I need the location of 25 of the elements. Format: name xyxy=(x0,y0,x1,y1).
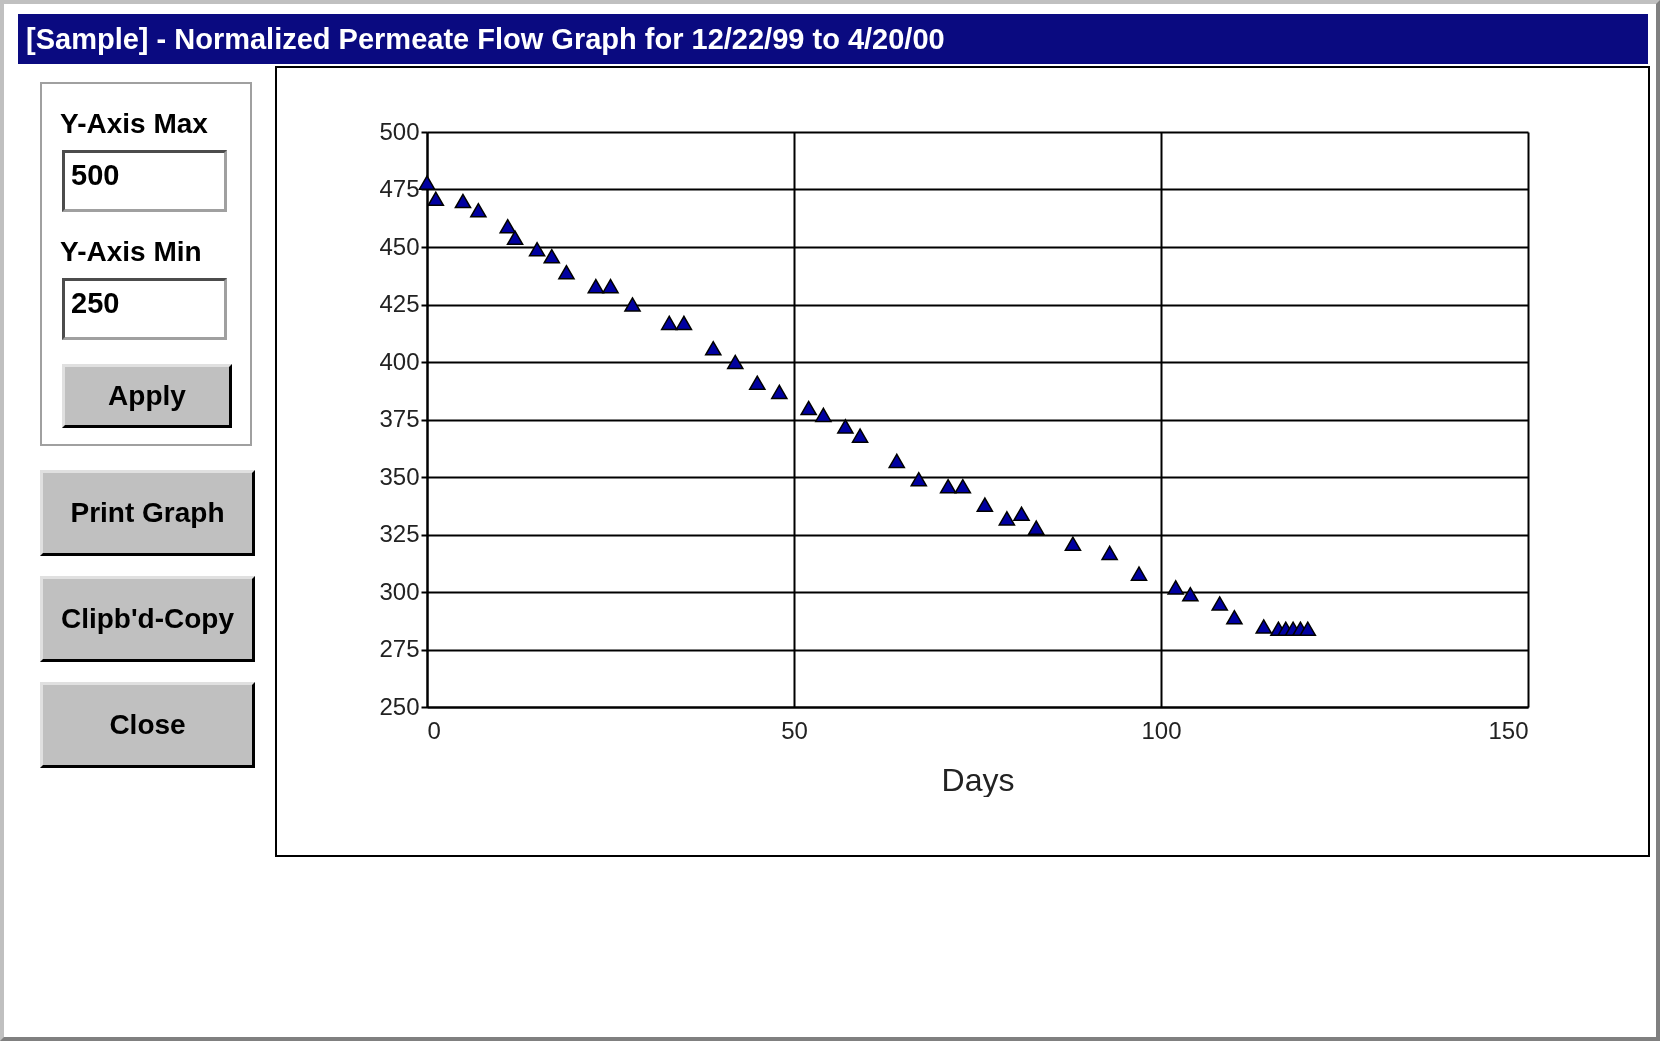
y-tick-label: 250 xyxy=(379,692,420,720)
text-field: 250 xyxy=(62,278,227,340)
x-tick-label: 0 xyxy=(427,716,441,744)
y-tick-label: 350 xyxy=(379,462,420,490)
y-tick-label: 300 xyxy=(379,577,420,605)
y-tick-label: 425 xyxy=(379,290,420,317)
y-tick-label: 275 xyxy=(379,635,420,662)
y-tick-label: 475 xyxy=(379,175,420,202)
text: Y-Axis Min xyxy=(60,236,202,268)
y-tick-label: 375 xyxy=(379,405,420,432)
y-tick-label: 325 xyxy=(379,520,420,547)
button: Print Graph xyxy=(40,470,255,556)
button: Apply xyxy=(62,364,232,428)
y-tick-label: 450 xyxy=(379,232,420,260)
button: Close xyxy=(40,682,255,768)
y-tick-label: 400 xyxy=(379,347,420,375)
x-axis-title: Days xyxy=(941,761,1015,798)
x-tick-label: 100 xyxy=(1141,716,1182,744)
text-field: 500 xyxy=(62,150,227,212)
y-tick-label: 500 xyxy=(379,117,420,145)
x-tick-label: 150 xyxy=(1488,716,1529,744)
chart-title: [Sample] - Normalized Permeate Flow Graph for 12/22/99 to 4/20/00 xyxy=(18,14,1648,64)
button: Clipb'd-Copy xyxy=(40,576,255,662)
text: Y-Axis Max xyxy=(60,108,208,140)
x-tick-label: 50 xyxy=(781,716,808,744)
